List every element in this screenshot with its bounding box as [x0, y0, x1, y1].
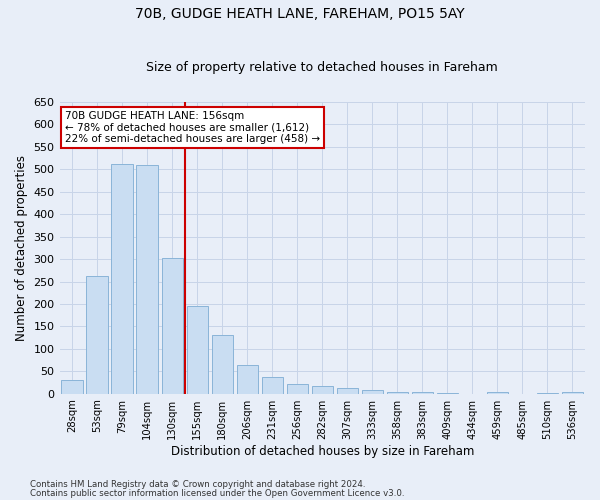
Bar — [136, 165, 158, 394]
Bar — [412, 392, 433, 394]
Bar — [311, 386, 333, 394]
Bar — [487, 392, 508, 394]
Y-axis label: Number of detached properties: Number of detached properties — [15, 155, 28, 341]
Title: Size of property relative to detached houses in Fareham: Size of property relative to detached ho… — [146, 62, 498, 74]
Text: Contains HM Land Registry data © Crown copyright and database right 2024.: Contains HM Land Registry data © Crown c… — [30, 480, 365, 489]
Bar — [562, 392, 583, 394]
Bar — [212, 336, 233, 394]
Text: 70B GUDGE HEATH LANE: 156sqm
← 78% of detached houses are smaller (1,612)
22% of: 70B GUDGE HEATH LANE: 156sqm ← 78% of de… — [65, 111, 320, 144]
Bar — [387, 392, 408, 394]
Bar — [86, 276, 108, 394]
Bar — [161, 258, 183, 394]
Bar — [262, 376, 283, 394]
Bar — [236, 364, 258, 394]
Text: Contains public sector information licensed under the Open Government Licence v3: Contains public sector information licen… — [30, 488, 404, 498]
Bar — [337, 388, 358, 394]
Text: 70B, GUDGE HEATH LANE, FAREHAM, PO15 5AY: 70B, GUDGE HEATH LANE, FAREHAM, PO15 5AY — [135, 8, 465, 22]
X-axis label: Distribution of detached houses by size in Fareham: Distribution of detached houses by size … — [170, 444, 474, 458]
Bar — [362, 390, 383, 394]
Bar — [287, 384, 308, 394]
Bar — [61, 380, 83, 394]
Bar — [187, 306, 208, 394]
Bar — [112, 164, 133, 394]
